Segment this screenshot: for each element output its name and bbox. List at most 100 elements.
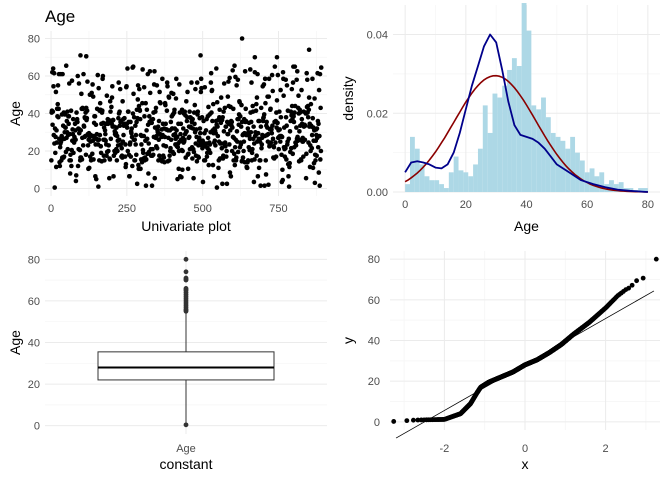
- data-point: [100, 108, 105, 113]
- data-point: [158, 100, 163, 106]
- data-point: [178, 121, 184, 127]
- data-point: [74, 110, 79, 115]
- data-point: [268, 106, 273, 112]
- data-point: [218, 95, 224, 100]
- data-point: [196, 155, 202, 160]
- data-point-extreme: [83, 54, 89, 59]
- histogram-bar: [536, 109, 542, 192]
- data-point: [270, 88, 276, 94]
- data-point: [206, 104, 211, 110]
- outlier-point: [183, 286, 189, 291]
- data-point: [117, 109, 122, 114]
- data-point: [284, 123, 289, 128]
- data-point: [310, 76, 315, 82]
- data-point: [224, 154, 229, 159]
- data-point: [210, 162, 216, 168]
- data-point: [226, 79, 231, 84]
- data-point: [190, 116, 195, 122]
- data-point: [83, 152, 89, 158]
- data-point: [305, 114, 311, 120]
- data-point-extreme: [198, 53, 203, 58]
- data-point: [102, 128, 108, 133]
- data-point: [277, 127, 282, 132]
- data-point: [312, 96, 317, 101]
- histogram-bar: [550, 132, 556, 192]
- data-point: [124, 84, 129, 89]
- data-point: [202, 158, 208, 163]
- data-point: [185, 89, 190, 95]
- x-axis-title: constant: [160, 456, 213, 472]
- histogram-bar: [531, 105, 537, 192]
- data-point: [302, 137, 308, 143]
- histogram-bar: [477, 148, 483, 192]
- data-point: [52, 185, 58, 190]
- data-point: [294, 125, 299, 130]
- data-point: [239, 102, 244, 108]
- histogram-bar: [409, 136, 415, 192]
- x-tick-label: 20: [460, 199, 472, 211]
- data-point: [252, 157, 257, 162]
- y-tick-label: 20: [368, 376, 380, 388]
- data-point: [100, 73, 106, 79]
- data-point: [93, 122, 99, 128]
- data-point: [221, 81, 227, 86]
- data-point: [193, 86, 198, 92]
- data-point: [187, 109, 192, 114]
- data-point: [223, 144, 228, 149]
- data-point: [266, 94, 272, 99]
- outlier-point: [183, 256, 189, 262]
- data-point: [147, 69, 153, 74]
- data-point: [287, 164, 292, 170]
- data-point: [266, 76, 272, 82]
- data-point: [140, 100, 145, 106]
- histogram-bar: [497, 97, 503, 192]
- data-point: [255, 174, 261, 179]
- data-point: [243, 106, 249, 112]
- data-point: [254, 153, 259, 158]
- histogram-bar: [463, 172, 469, 192]
- data-point: [110, 84, 115, 89]
- data-point: [317, 71, 323, 77]
- data-point: [274, 98, 280, 103]
- data-point: [302, 123, 308, 128]
- data-point: [149, 183, 155, 188]
- data-point: [197, 126, 203, 131]
- data-point: [234, 155, 239, 160]
- data-point: [135, 97, 141, 102]
- data-point: [294, 69, 300, 74]
- histogram-bar: [507, 69, 512, 192]
- qq-reference-line: [395, 290, 655, 439]
- data-point: [284, 157, 289, 162]
- data-point: [133, 132, 139, 138]
- data-point: [50, 122, 55, 128]
- data-point: [149, 120, 155, 126]
- data-point: [292, 64, 298, 69]
- data-point: [124, 125, 130, 130]
- data-point: [304, 77, 310, 83]
- data-point: [247, 67, 253, 72]
- data-point: [264, 119, 269, 125]
- data-point: [53, 134, 58, 140]
- data-point: [160, 76, 165, 82]
- data-point: [138, 166, 143, 172]
- data-point: [249, 150, 255, 156]
- data-point: [104, 153, 109, 158]
- data-point: [49, 158, 54, 163]
- y-tick-label: 0: [34, 421, 40, 433]
- outlier-point: [183, 269, 189, 275]
- data-point: [79, 91, 84, 97]
- y-axis-title: y: [340, 337, 356, 344]
- histogram-bar: [482, 105, 488, 192]
- data-point: [104, 93, 110, 98]
- data-point: [255, 71, 260, 77]
- data-point: [297, 129, 302, 134]
- data-point: [227, 170, 233, 175]
- histogram-bar: [424, 176, 430, 192]
- data-point: [318, 65, 324, 70]
- data-point: [85, 143, 91, 148]
- data-point: [147, 90, 153, 96]
- data-point: [136, 162, 141, 168]
- data-point: [130, 163, 135, 169]
- x-tick-label: 750: [269, 203, 287, 215]
